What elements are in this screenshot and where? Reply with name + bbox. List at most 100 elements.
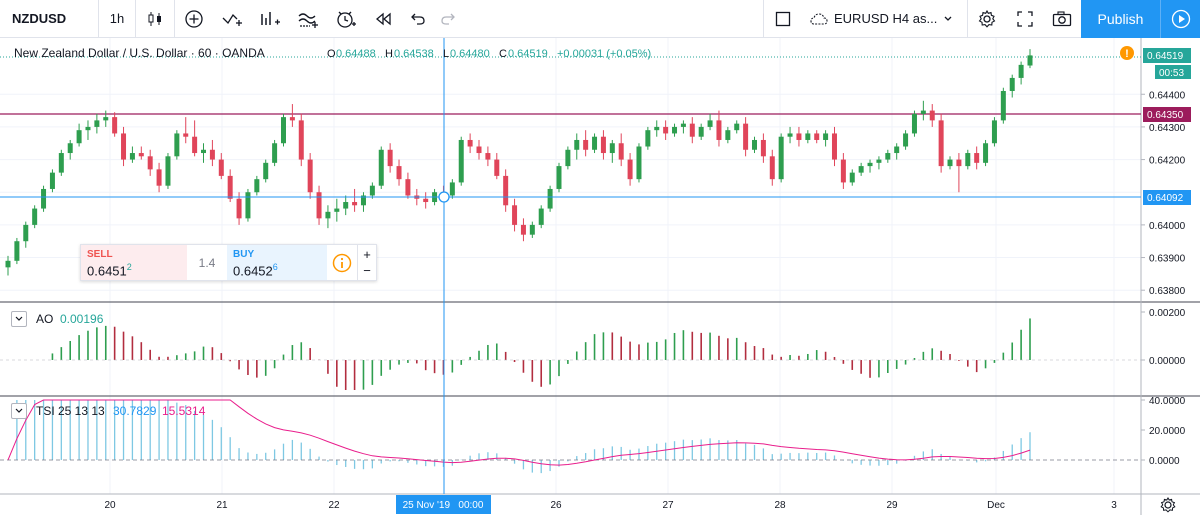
candle-body xyxy=(689,123,695,137)
price-axis[interactable]: 0.64400 0.64300 0.64200 0.64000 0.63900 0.638… xyxy=(1141,90,1186,297)
compare-icon[interactable] xyxy=(213,0,251,38)
candle-body xyxy=(956,159,962,167)
time-tick-label: 26 xyxy=(550,500,562,511)
crosshair-center xyxy=(438,191,450,203)
interval-button[interactable]: 1h xyxy=(109,11,125,26)
crosshair-price-badge: 0.64092 xyxy=(1143,190,1191,205)
candle-body xyxy=(156,169,162,186)
candle-body xyxy=(814,133,820,140)
time-tick-label: 21 xyxy=(216,500,228,511)
chart-settings-gear-icon[interactable] xyxy=(1160,497,1176,513)
candles-icon[interactable] xyxy=(136,0,174,38)
candle-body xyxy=(503,175,509,206)
buy-button[interactable]: BUY 0.64526 xyxy=(227,245,327,280)
tsi-axis[interactable]: 40.0000 20.0000 0.0000 xyxy=(1141,396,1186,467)
last-price-value: 0.64519 xyxy=(1147,51,1184,62)
fullscreen-layout-icon[interactable] xyxy=(764,0,802,38)
candle-body xyxy=(529,224,535,235)
redo-icon[interactable] xyxy=(433,0,463,38)
candle-body xyxy=(298,120,304,160)
candle-body xyxy=(618,143,624,160)
candle-body xyxy=(121,133,127,160)
add-indicator-icon[interactable] xyxy=(175,0,213,38)
candle-body xyxy=(734,123,740,131)
candle-body xyxy=(609,143,615,154)
price-tick-label: 0.63800 xyxy=(1149,286,1186,297)
candle-body xyxy=(680,123,686,127)
ao-collapse-button[interactable] xyxy=(11,311,27,327)
templates-icon[interactable] xyxy=(289,0,327,38)
ao-axis[interactable]: 0.00200 0.00000 xyxy=(1141,308,1186,367)
legend-open-label: O xyxy=(327,48,336,60)
decrease-button[interactable]: − xyxy=(363,262,371,278)
sell-button[interactable]: SELL 0.64512 xyxy=(81,245,187,280)
candle-body xyxy=(858,166,864,173)
publish-button[interactable]: Publish xyxy=(1081,0,1160,38)
ao-tick-label: 0.00200 xyxy=(1149,308,1186,319)
toolbar-divider xyxy=(135,0,136,38)
indicators-icon[interactable] xyxy=(251,0,289,38)
candle-body xyxy=(760,139,766,157)
candle-body xyxy=(565,149,571,167)
candle-body xyxy=(547,188,553,209)
candle-body xyxy=(698,126,704,137)
legend-change: +0.00031 (+0.05%) xyxy=(557,48,651,60)
layout-select[interactable]: EURUSD H4 as... xyxy=(802,0,967,38)
candle-body xyxy=(805,133,811,140)
time-tick-label: 22 xyxy=(328,500,340,511)
crosshair-price-value: 0.64092 xyxy=(1147,193,1184,204)
tsi-tick-label: 20.0000 xyxy=(1149,426,1186,437)
data-warning-icon[interactable]: ! xyxy=(1120,46,1134,60)
info-icon[interactable] xyxy=(327,245,357,280)
play-button[interactable] xyxy=(1160,0,1200,38)
buy-label: BUY xyxy=(233,249,255,260)
top-toolbar: NZDUSD 1h EURUSD H4 as... xyxy=(0,0,1200,38)
spread-value: 1.4 xyxy=(187,245,227,280)
countdown-value: 00:53 xyxy=(1159,68,1184,79)
candle-body xyxy=(991,120,997,144)
candle-body xyxy=(236,198,242,219)
candle-body xyxy=(778,136,784,180)
candle-body xyxy=(1027,55,1033,66)
legend-close-label: C xyxy=(499,48,507,60)
time-axis[interactable]: 20 21 22 26 27 28 29 Dec 3 xyxy=(104,500,1117,511)
crosshair-time-badge: 25 Nov '19 00:00 xyxy=(396,495,491,514)
legend-high: 0.64538 xyxy=(394,48,434,60)
chevron-down-icon xyxy=(944,16,952,21)
candle-body xyxy=(165,156,171,186)
ao-tick-label: 0.00000 xyxy=(1149,356,1186,367)
candle-body xyxy=(94,120,100,127)
candle-body xyxy=(174,133,180,157)
candle-body xyxy=(1009,77,1015,91)
tsi-collapse-button[interactable] xyxy=(11,403,27,419)
candle-body xyxy=(769,156,775,180)
symbol-search-button[interactable]: NZDUSD xyxy=(12,11,67,26)
candle-body xyxy=(947,159,953,167)
chevron-down-icon xyxy=(15,316,23,321)
candle-body xyxy=(583,139,589,150)
quantity-stepper: + − xyxy=(357,245,376,280)
candle-body xyxy=(867,162,873,167)
gear-icon[interactable] xyxy=(968,0,1006,38)
fullscreen-icon[interactable] xyxy=(1006,0,1044,38)
price-tick-label: 0.64200 xyxy=(1149,156,1186,167)
crosshair-time-value: 25 Nov '19 00:00 xyxy=(403,500,484,511)
alert-icon[interactable] xyxy=(327,0,365,38)
candle-body xyxy=(938,120,944,167)
candle-body xyxy=(663,126,669,134)
candle-body xyxy=(280,117,286,144)
replay-icon[interactable] xyxy=(365,0,403,38)
time-tick-label: 27 xyxy=(662,500,674,511)
tsi-tick-label: 0.0000 xyxy=(1149,456,1180,467)
candle-body xyxy=(58,153,64,173)
increase-button[interactable]: + xyxy=(363,246,371,262)
camera-icon[interactable] xyxy=(1044,0,1080,38)
undo-icon[interactable] xyxy=(403,0,433,38)
candle-body xyxy=(5,260,11,268)
candle-body xyxy=(831,133,837,160)
candle-body xyxy=(1000,90,1006,121)
candle-body xyxy=(183,133,189,137)
tsi-value-2: 15.5314 xyxy=(162,404,206,418)
candle-body xyxy=(263,162,269,180)
candle-body xyxy=(796,133,802,140)
